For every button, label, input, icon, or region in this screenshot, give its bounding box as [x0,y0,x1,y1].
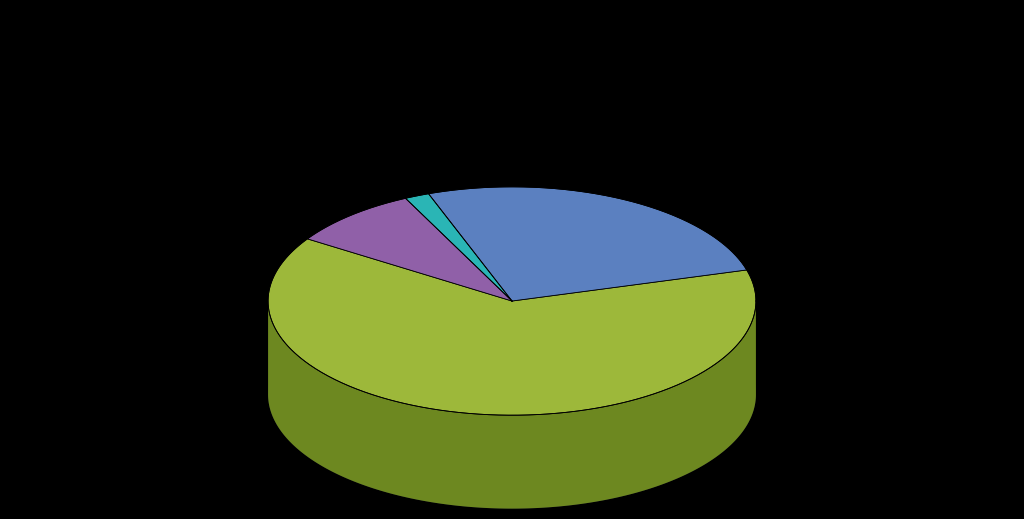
Polygon shape [268,302,756,509]
Polygon shape [268,239,756,415]
Polygon shape [406,194,512,301]
Polygon shape [268,280,756,509]
Polygon shape [429,187,746,301]
Polygon shape [307,198,512,301]
